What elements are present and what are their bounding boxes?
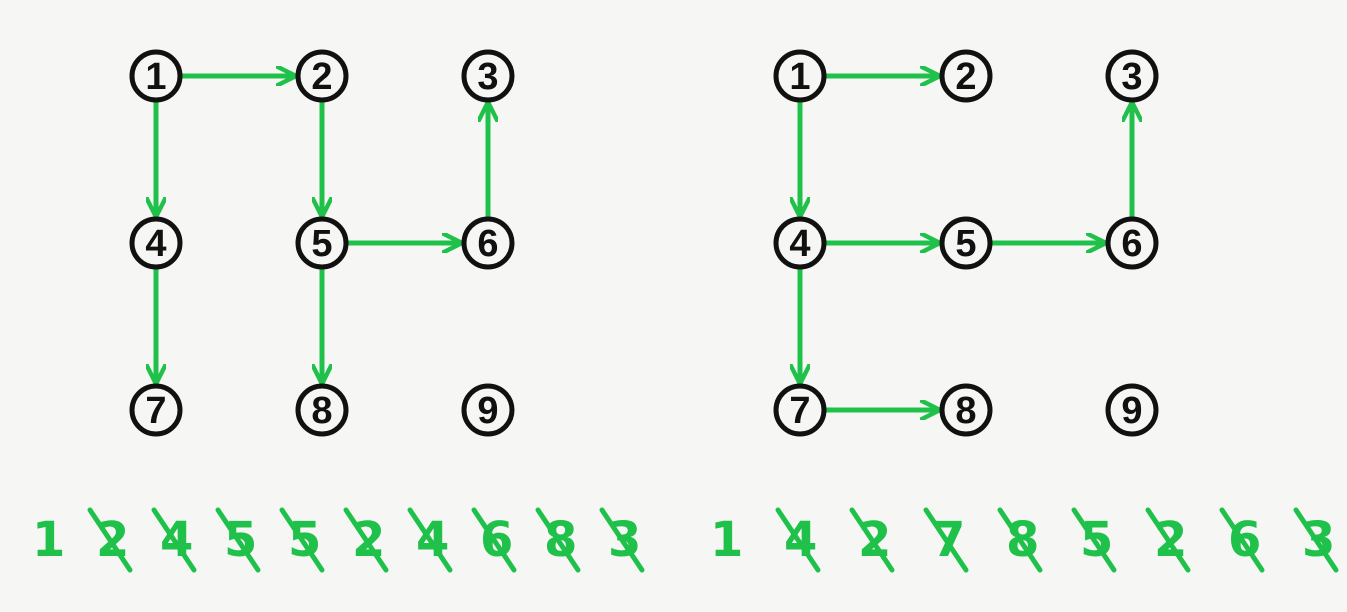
node-4-circle <box>129 216 183 270</box>
node-7-label: 7 <box>789 390 810 432</box>
node-9-circle <box>1105 383 1159 437</box>
node-2-label: 2 <box>955 56 976 98</box>
tally-strike <box>849 507 895 573</box>
tally-strike <box>923 507 969 573</box>
node-8-circle <box>295 383 349 437</box>
node-5-circle <box>939 216 993 270</box>
tally-strike <box>215 507 261 573</box>
node-6-circle <box>1105 216 1159 270</box>
node-1-label: 1 <box>145 56 166 98</box>
node-5-label: 5 <box>311 223 332 265</box>
node-1-circle <box>129 49 183 103</box>
node-6-circle <box>461 216 515 270</box>
node-8-circle <box>939 383 993 437</box>
tally-digit: 1 <box>32 512 65 568</box>
tally-layer: 1245524683 142785263 <box>32 507 1339 573</box>
node-5-circle <box>295 216 349 270</box>
node-8-label: 8 <box>955 390 976 432</box>
tally-strike <box>997 507 1043 573</box>
node-2-circle <box>295 49 349 103</box>
tally-digit: 1 <box>710 512 743 568</box>
tally-strike <box>87 507 133 573</box>
node-9-circle <box>461 383 515 437</box>
node-8-label: 8 <box>311 390 332 432</box>
node-3-label: 3 <box>1121 56 1142 98</box>
node-7-circle <box>129 383 183 437</box>
tally-strike <box>407 507 453 573</box>
node-9-label: 9 <box>1121 390 1142 432</box>
tally-strike <box>471 507 517 573</box>
tally-left: 1245524683 <box>32 507 645 573</box>
node-6-label: 6 <box>1121 223 1142 265</box>
graph-left: 1 2 3 4 5 6 7 8 9 <box>129 49 515 437</box>
tally-strike <box>1219 507 1265 573</box>
tally-strike <box>279 507 325 573</box>
node-6-label: 6 <box>477 223 498 265</box>
node-2-label: 2 <box>311 56 332 98</box>
tally-strike <box>1293 507 1339 573</box>
node-7-label: 7 <box>145 390 166 432</box>
node-7-circle <box>773 383 827 437</box>
tally-strike <box>343 507 389 573</box>
node-5-label: 5 <box>955 223 976 265</box>
node-3-circle <box>1105 49 1159 103</box>
tally-strike <box>1071 507 1117 573</box>
node-3-circle <box>461 49 515 103</box>
tally-strike <box>535 507 581 573</box>
graph-right: 1 2 3 4 5 6 7 8 9 <box>773 49 1159 437</box>
node-4-label: 4 <box>145 223 166 265</box>
graph-layer: 1 2 3 4 5 6 7 8 9 1 2 3 4 5 6 7 8 9 <box>129 49 1159 437</box>
tally-strike <box>151 507 197 573</box>
node-4-circle <box>773 216 827 270</box>
tally-strike <box>775 507 821 573</box>
node-9-label: 9 <box>477 390 498 432</box>
node-1-label: 1 <box>789 56 810 98</box>
node-4-label: 4 <box>789 223 810 265</box>
tally-strike <box>1145 507 1191 573</box>
tally-strike <box>599 507 645 573</box>
tally-right: 142785263 <box>710 507 1339 573</box>
node-3-label: 3 <box>477 56 498 98</box>
node-1-circle <box>773 49 827 103</box>
node-2-circle <box>939 49 993 103</box>
